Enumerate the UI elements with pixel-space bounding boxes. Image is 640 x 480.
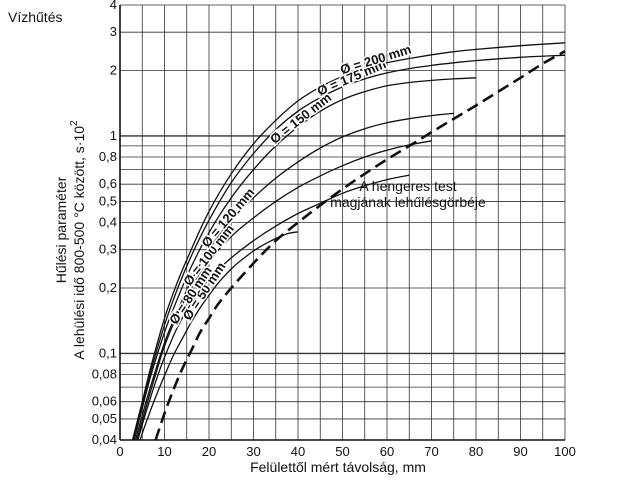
x-tick-label: 80: [469, 444, 483, 459]
x-tick-label: 70: [424, 444, 438, 459]
series-line-200mm: [131, 42, 566, 441]
x-tick-label: 90: [513, 444, 527, 459]
series-line-150mm: [133, 77, 477, 441]
y-tick-label: 0,8: [99, 149, 117, 164]
series-line-100mm: [136, 140, 432, 441]
y-tick-label: 0,08: [92, 367, 117, 382]
x-axis-label: Felülettől mért távolság, mm: [250, 459, 426, 475]
x-tick-labels: 0 10 20 30 40 50 60 70 80 90 100: [116, 444, 575, 459]
series-line-175mm: [132, 54, 566, 441]
y-axis-label-line2-text: A lehülési idő 800-500 °C között, s·10: [71, 126, 87, 360]
x-tick-label: 60: [380, 444, 394, 459]
y-tick-label: 0,2: [99, 280, 117, 295]
y-tick-label: 4: [110, 0, 117, 12]
y-tick-label: 0,6: [99, 176, 117, 191]
x-tick-label: 40: [291, 444, 305, 459]
series-lines: [131, 42, 566, 441]
axes: [119, 5, 565, 441]
y-tick-label: 1: [110, 128, 117, 143]
y-tick-label: 3: [110, 24, 117, 39]
y-tick-label: 0,04: [92, 432, 117, 447]
y-tick-label: 0,05: [92, 411, 117, 426]
series-line-50mm: [139, 231, 299, 441]
x-tick-label: 30: [246, 444, 260, 459]
x-tick-label: 100: [554, 444, 576, 459]
corner-label: Vízhűtés: [8, 9, 62, 25]
core-cooling-curve: [154, 50, 566, 441]
y-tick-label: 0,5: [99, 193, 117, 208]
annotation-line1: A hengeres test: [359, 178, 456, 194]
y-axis-label-second: A lehülési idő 800-500 °C között, s·102: [69, 120, 87, 360]
x-tick-label: 10: [157, 444, 171, 459]
y-axis-label-exponent: 2: [69, 120, 80, 126]
y-tick-label: 0,3: [99, 242, 117, 257]
grid: [119, 4, 566, 441]
y-tick-label: 0,1: [99, 345, 117, 360]
x-tick-label: 0: [116, 444, 123, 459]
series-line-120mm: [134, 112, 454, 441]
x-tick-label: 20: [202, 444, 216, 459]
y-tick-label: 2: [110, 62, 117, 77]
y-axis-label: Hűlési paraméter: [53, 176, 69, 283]
series-line-80mm: [137, 174, 410, 441]
y-axis-label-line1: Hűlési paraméter: [53, 176, 69, 283]
annotation-line2: magjának lehűlésgörbéje: [330, 194, 486, 210]
y-tick-label: 0,06: [92, 394, 117, 409]
y-axis-label-line2: A lehülési idő 800-500 °C között, s·102: [69, 120, 87, 360]
y-tick-labels: 0,04 0,05 0,06 0,08 0,1 0,2 0,3 0,4 0,5 0,6 0,8 1 2 3…: [92, 0, 117, 447]
x-tick-label: 50: [335, 444, 349, 459]
core-curve-annotation: A hengeres test magjának lehűlésgörbéje: [330, 178, 486, 210]
y-tick-label: 0,4: [99, 215, 117, 230]
